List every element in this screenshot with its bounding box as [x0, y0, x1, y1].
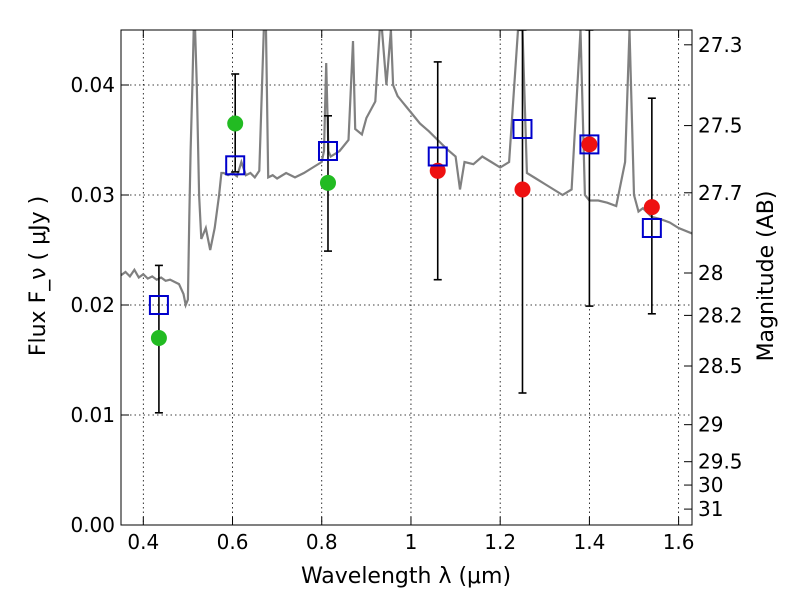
x-tick-label: 1.6 — [663, 530, 695, 554]
y-axis-ticks: 0.00 0.01 0.02 0.03 0.04 — [70, 73, 129, 537]
y2-tick-label: 29 — [698, 413, 723, 437]
model-photometry-square — [579, 134, 600, 155]
x-tick-label: 1 — [405, 530, 418, 554]
y2-tick-label: 30 — [698, 473, 723, 497]
plot-area — [121, 30, 692, 414]
y-tick-label: 0.04 — [70, 73, 115, 97]
y2-tick-label: 28 — [698, 261, 723, 285]
y-tick-label: 0.00 — [70, 513, 115, 537]
y2-tick-label: 28.2 — [698, 303, 743, 327]
observed-point — [429, 162, 446, 179]
observed-point — [643, 199, 660, 216]
y2-tick-label: 29.5 — [698, 450, 743, 474]
y2-tick-label: 28.5 — [698, 354, 743, 378]
observed-point — [581, 136, 598, 153]
y2-tick-label: 31 — [698, 497, 723, 521]
y-tick-label: 0.01 — [70, 403, 115, 427]
y-axis-label: Flux F_ν ( μJy ) — [26, 196, 51, 356]
model-photometry-square — [148, 295, 169, 315]
model-spectrum-line — [121, 30, 692, 309]
x-axis-label: Wavelength λ (μm) — [301, 564, 511, 589]
model-photometry-square — [427, 146, 448, 167]
y2-axis-label: Magnitude (AB) — [754, 191, 779, 362]
x-tick-label: 0.8 — [306, 530, 338, 554]
x-tick-label: 0.6 — [217, 530, 249, 554]
x-axis-ticks: 0.4 0.6 0.8 1 1.2 1.4 1.6 — [127, 30, 695, 554]
y2-tick-label: 27.3 — [698, 33, 743, 57]
y-tick-label: 0.03 — [70, 183, 115, 207]
plot-frame — [120, 29, 693, 526]
model-photometry-square — [512, 119, 533, 139]
model-photometry-square — [641, 218, 662, 238]
observed-point — [319, 174, 336, 191]
x-tick-label: 1.2 — [484, 530, 516, 554]
x-tick-label: 0.4 — [127, 530, 159, 554]
y-tick-label: 0.02 — [70, 293, 115, 317]
y2-tick-label: 27.5 — [698, 114, 743, 138]
observed-point — [514, 181, 531, 198]
y2-tick-label: 27.7 — [698, 181, 743, 205]
model-photometry-square — [225, 155, 246, 176]
grid-lines — [121, 30, 692, 526]
observed-point — [227, 115, 244, 132]
model-photometry-square — [317, 141, 338, 161]
observed-point — [150, 330, 167, 346]
x-tick-label: 1.4 — [573, 530, 605, 554]
